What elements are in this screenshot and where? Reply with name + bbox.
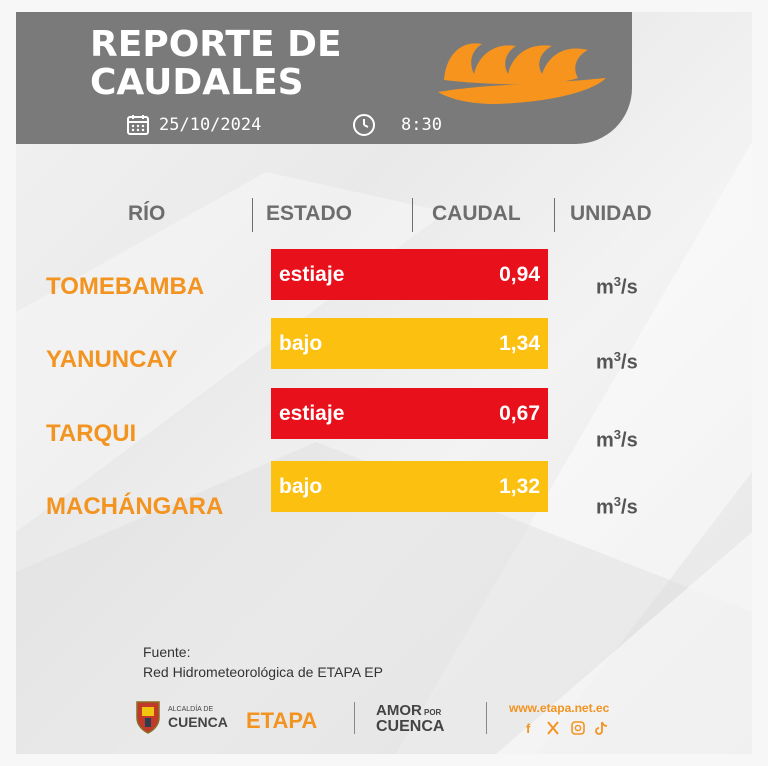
etapa-logo-text: ETAPA	[246, 708, 318, 733]
social-icons: f	[526, 721, 608, 736]
status-label: estiaje	[279, 263, 345, 286]
amor-label: AMOR	[376, 702, 422, 719]
column-divider	[554, 198, 555, 232]
flow-value: 0,67	[499, 402, 540, 425]
amor-cuenca-label: CUENCA	[376, 718, 445, 735]
status-bar-bajo: bajo 1,34	[271, 318, 548, 369]
calendar-icon	[127, 115, 149, 135]
report-card: REPORTE DE CAUDALES 25/10/2024 8:30 RÍO …	[16, 12, 752, 754]
source-label: Fuente:	[143, 644, 191, 660]
wave-logo-icon	[438, 43, 606, 104]
website-link[interactable]: www.etapa.net.ec	[509, 701, 610, 715]
flow-unit: m3/s	[596, 349, 638, 374]
flow-value: 1,32	[499, 475, 540, 498]
column-divider	[412, 198, 413, 232]
flow-unit: m3/s	[596, 274, 638, 299]
x-icon	[547, 721, 559, 735]
instagram-icon	[571, 721, 585, 735]
column-header-rio: RÍO	[128, 202, 166, 225]
footer-divider	[486, 702, 487, 734]
river-name: TARQUI	[46, 420, 137, 447]
source-text: Red Hidrometeorológica de ETAPA EP	[143, 664, 383, 680]
river-name: YANUNCAY	[46, 346, 178, 373]
flow-value: 1,34	[499, 332, 540, 355]
status-label: bajo	[279, 332, 323, 355]
facebook-icon: f	[526, 721, 531, 736]
report-time: 8:30	[401, 115, 442, 135]
clock-icon	[353, 114, 375, 136]
river-name: MACHÁNGARA	[46, 493, 224, 520]
status-bar-estiaje: estiaje 0,94	[271, 249, 548, 300]
status-label: estiaje	[279, 402, 345, 425]
flow-value: 0,94	[499, 263, 540, 286]
column-header-estado: ESTADO	[266, 202, 352, 225]
report-title: REPORTE DE CAUDALES	[90, 24, 342, 103]
column-divider	[252, 198, 253, 232]
column-header-unidad: UNIDAD	[570, 202, 652, 225]
cuenca-crest-icon	[136, 701, 160, 734]
cuenca-label: CUENCA	[168, 714, 228, 730]
column-header-caudal: CAUDAL	[432, 202, 521, 225]
status-bar-estiaje: estiaje 0,67	[271, 388, 548, 439]
river-name: TOMEBAMBA	[46, 273, 205, 300]
report-date: 25/10/2024	[159, 115, 262, 135]
tiktok-icon	[595, 721, 608, 735]
por-label: POR	[424, 708, 442, 717]
cuenca-small-label: ALCALDÍA DE	[168, 706, 214, 713]
footer-divider	[354, 702, 355, 734]
header-banner: REPORTE DE CAUDALES 25/10/2024 8:30	[16, 12, 632, 144]
flow-unit: m3/s	[596, 427, 638, 452]
status-label: bajo	[279, 475, 323, 498]
flow-unit: m3/s	[596, 494, 638, 519]
status-bar-bajo: bajo 1,32	[271, 461, 548, 512]
